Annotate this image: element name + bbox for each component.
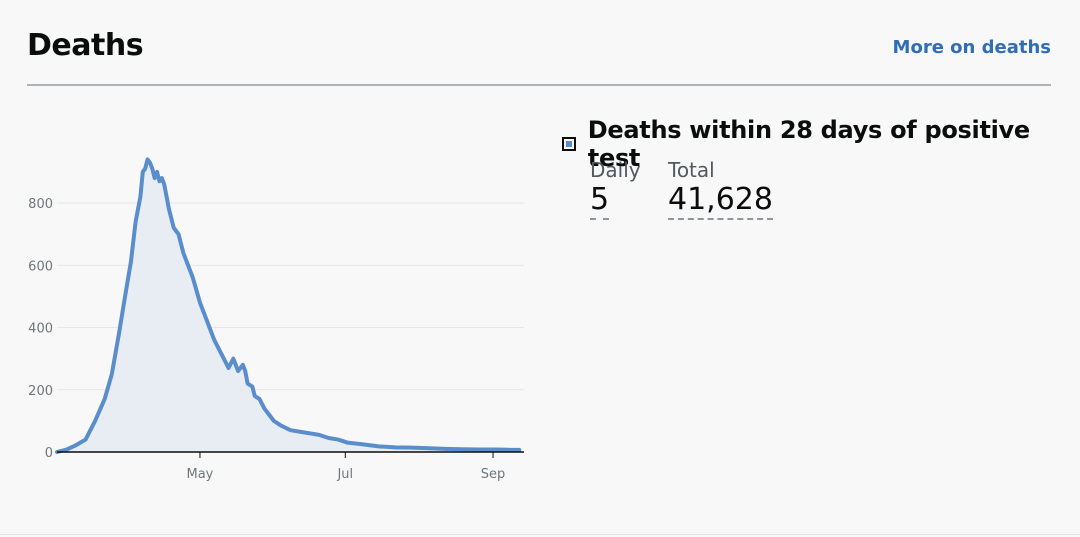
total-value[interactable]: 41,628 [668, 184, 773, 220]
daily-stat: Daily 5 [590, 158, 641, 220]
metric-legend: Deaths within 28 days of positive test [562, 116, 1080, 172]
card-title: Deaths [27, 28, 144, 63]
y-tick-label: 400 [28, 322, 53, 337]
y-tick-label: 200 [28, 384, 53, 399]
total-stat: Total 41,628 [668, 158, 773, 220]
bottom-divider [0, 534, 1080, 535]
y-tick-label: 800 [28, 197, 53, 212]
total-label: Total [668, 158, 715, 182]
x-tick-label: Sep [481, 467, 506, 482]
daily-value[interactable]: 5 [590, 184, 610, 220]
series-swatch [562, 137, 576, 151]
metric-name: Deaths within 28 days of positive test [587, 116, 1030, 172]
x-tick-label: Jul [336, 467, 353, 482]
y-tick-label: 600 [28, 259, 53, 274]
series-line [55, 157, 522, 454]
deaths-area-chart: 0 200 400 600 800 May Jul Sep [28, 157, 524, 482]
series-area [57, 159, 520, 453]
daily-label: Daily [590, 158, 641, 182]
x-tick-label: May [187, 467, 214, 482]
y-tick-label: 0 [45, 446, 53, 461]
divider [27, 84, 1051, 86]
more-on-deaths-link[interactable]: More on deaths [892, 37, 1051, 58]
